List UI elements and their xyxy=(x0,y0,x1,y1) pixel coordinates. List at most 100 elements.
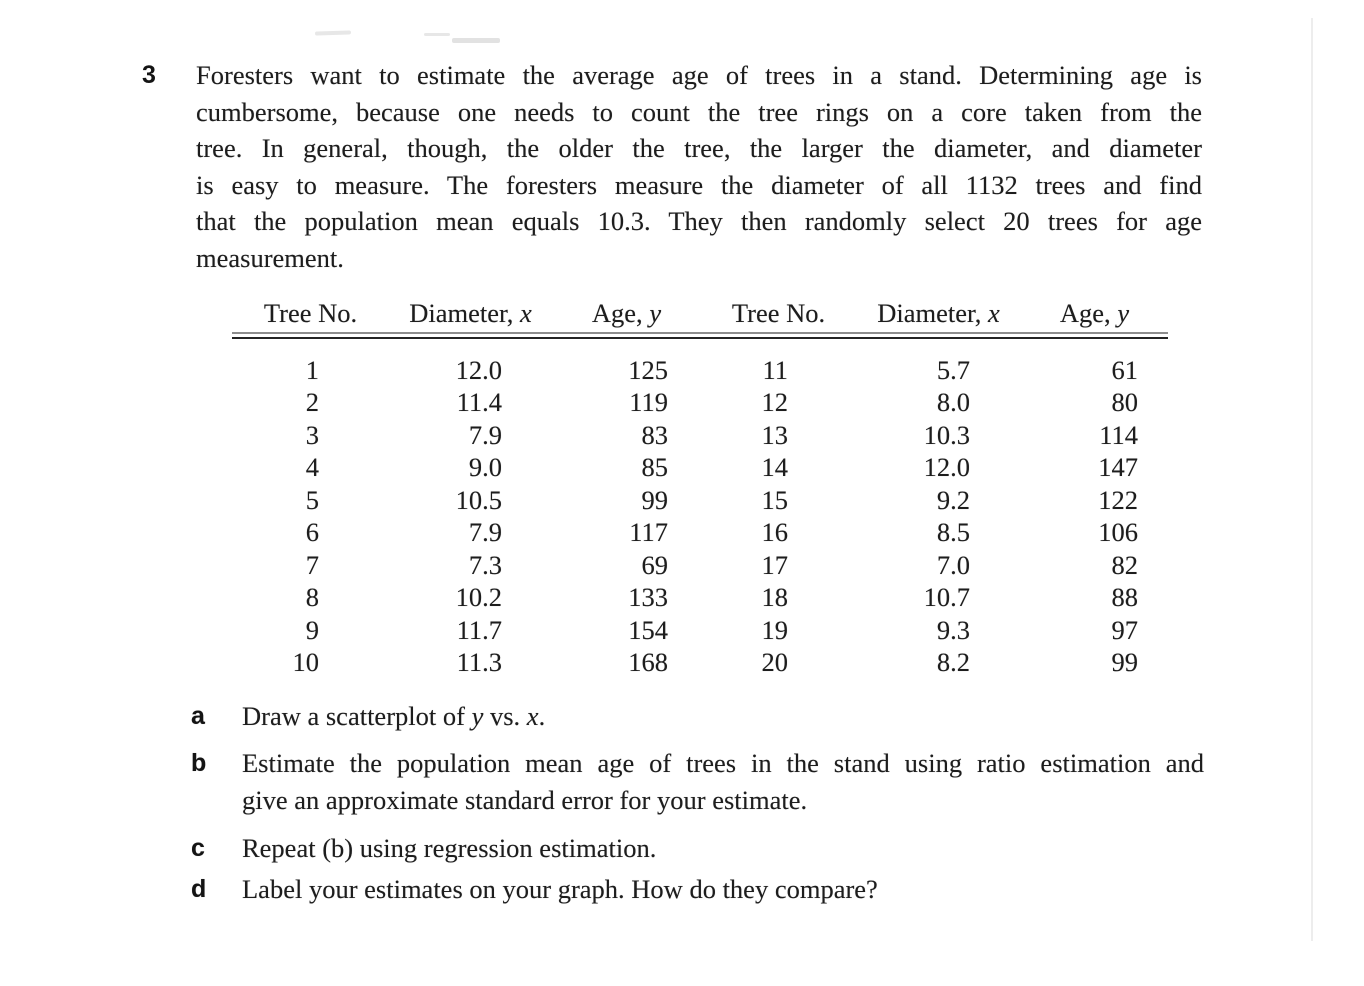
table-cell: 17 xyxy=(761,549,789,580)
part-a-text: Draw a scatterplot of y vs. x. xyxy=(242,701,546,731)
part-a: a Draw a scatterplot of y vs. x. xyxy=(191,698,1204,735)
table-cell: 80 xyxy=(1111,387,1139,418)
column-header-diameter: Diameter, x xyxy=(877,298,1000,328)
table-cell: 10.5 xyxy=(455,484,502,515)
table-cell: 13 xyxy=(761,419,789,450)
statement-line: tree. In general, though, the older the … xyxy=(196,133,1202,163)
part-c-text: Repeat (b) using regression estimation. xyxy=(242,833,657,863)
table-cell: 11.7 xyxy=(456,614,502,645)
statement-line: measurement. xyxy=(196,242,344,273)
tree-data-table: Tree No. Diameter, x Age, y Tree No. Dia… xyxy=(232,298,1168,679)
table-cell: 12.0 xyxy=(455,355,502,385)
table-cell: 18 xyxy=(761,582,789,613)
table-cell: 9.2 xyxy=(936,484,970,515)
table-cell: 9 xyxy=(305,614,319,645)
table-cell: 7.0 xyxy=(936,549,970,580)
scan-smudge xyxy=(424,33,450,36)
table-cell: 168 xyxy=(628,647,668,678)
table-cell: 16 xyxy=(761,517,789,548)
table-cell: 8.5 xyxy=(936,517,970,548)
part-b-line1: Estimate the population mean age of tree… xyxy=(242,748,1204,778)
table-cell: 7.9 xyxy=(468,517,502,548)
table-row: 9 11.7 154 19 9.3 97 xyxy=(232,614,1168,646)
table-header-row: Tree No. Diameter, x Age, y Tree No. Dia… xyxy=(232,298,1168,328)
table-cell: 8.0 xyxy=(936,387,970,418)
part-b-label: b xyxy=(191,749,207,777)
part-c: c Repeat (b) using regression estimation… xyxy=(191,830,1204,867)
scan-smudge xyxy=(314,30,352,36)
table-cell: 122 xyxy=(1098,484,1138,515)
table-row: 10 11.3 168 20 8.2 99 xyxy=(232,646,1168,678)
table-cell: 114 xyxy=(1099,419,1138,450)
part-c-label: c xyxy=(191,834,205,862)
table-cell: 19 xyxy=(761,614,789,645)
statement-line: cumbersome, because one needs to count t… xyxy=(196,96,1202,127)
table-cell: 20 xyxy=(761,647,789,678)
column-header-diameter: Diameter, x xyxy=(409,298,532,328)
table-cell: 10.2 xyxy=(455,582,502,613)
table-cell: 99 xyxy=(641,484,669,515)
table-cell: 61 xyxy=(1111,355,1139,385)
table-cell: 10 xyxy=(292,647,320,678)
table-row: 6 7.9 117 16 8.5 106 xyxy=(232,516,1168,548)
column-header-tree-no: Tree No. xyxy=(731,298,826,328)
table-cell: 7.3 xyxy=(468,549,502,580)
statement-line: Foresters want to estimate the average a… xyxy=(196,60,1202,90)
part-d-text: Label your estimates on your graph. How … xyxy=(242,874,878,904)
table-cell: 9.0 xyxy=(468,452,502,483)
table-row: 8 10.2 133 18 10.7 88 xyxy=(232,581,1168,613)
table-cell: 6 xyxy=(305,517,319,548)
table-cell: 106 xyxy=(1098,517,1138,548)
table-cell: 4 xyxy=(305,452,319,483)
table-header-rule xyxy=(232,332,1168,339)
table-row: 2 11.4 119 12 8.0 80 xyxy=(232,386,1168,418)
part-b-text: Estimate the population mean age of tree… xyxy=(242,745,1204,818)
table-row: 1 12.0 125 11 5.7 61 xyxy=(232,354,1168,386)
table-row: 7 7.3 69 17 7.0 82 xyxy=(232,549,1168,581)
table-cell: 11.4 xyxy=(456,387,502,418)
statement-line: is easy to measure. The foresters measur… xyxy=(196,169,1202,200)
table-cell: 69 xyxy=(641,549,669,580)
table-row: 5 10.5 99 15 9.2 122 xyxy=(232,484,1168,516)
table-cell: 82 xyxy=(1111,549,1139,580)
table-cell: 99 xyxy=(1111,647,1139,678)
table-cell: 88 xyxy=(1111,582,1139,613)
table-cell: 8.2 xyxy=(936,647,970,678)
table-cell: 14 xyxy=(761,452,789,483)
table-row: 3 7.9 83 13 10.3 114 xyxy=(232,419,1168,451)
table-cell: 10.7 xyxy=(923,582,970,613)
part-d: d Label your estimates on your graph. Ho… xyxy=(191,871,1204,908)
table-row: 4 9.0 85 14 12.0 147 xyxy=(232,451,1168,483)
part-a-label: a xyxy=(191,702,205,730)
tree-table-body: 1 12.0 125 11 5.7 61 2 11.4 119 12 8.0 80 3 7.9 83 13 10… xyxy=(232,354,1168,679)
part-d-label: d xyxy=(191,875,207,903)
table-cell: 12.0 xyxy=(923,452,970,483)
table-cell: 154 xyxy=(628,614,668,645)
table-cell: 5 xyxy=(305,484,319,515)
table-cell: 8 xyxy=(305,582,319,613)
table-cell: 3 xyxy=(305,419,319,450)
table-cell: 5.7 xyxy=(936,355,970,385)
table-cell: 85 xyxy=(641,452,669,483)
page-edge-line xyxy=(1311,18,1313,941)
table-cell: 11.3 xyxy=(456,647,502,678)
table-cell: 12 xyxy=(761,387,789,418)
table-cell: 119 xyxy=(629,387,668,418)
table-cell: 125 xyxy=(628,355,668,385)
table-cell: 147 xyxy=(1098,452,1138,483)
column-header-age: Age, y xyxy=(1059,298,1130,328)
table-cell: 7 xyxy=(305,549,319,580)
part-b: b Estimate the population mean age of tr… xyxy=(191,745,1204,818)
table-cell: 133 xyxy=(628,582,668,613)
table-cell: 97 xyxy=(1111,614,1139,645)
table-cell: 10.3 xyxy=(923,419,970,450)
statement-line: that the population mean equals 10.3. Th… xyxy=(196,206,1202,236)
table-cell: 15 xyxy=(761,484,789,515)
table-cell: 1 xyxy=(305,355,319,385)
column-header-age: Age, y xyxy=(591,298,662,328)
column-header-tree-no: Tree No. xyxy=(263,298,358,328)
table-cell: 83 xyxy=(641,419,669,450)
table-cell: 117 xyxy=(629,517,668,548)
table-cell: 9.3 xyxy=(936,614,970,645)
